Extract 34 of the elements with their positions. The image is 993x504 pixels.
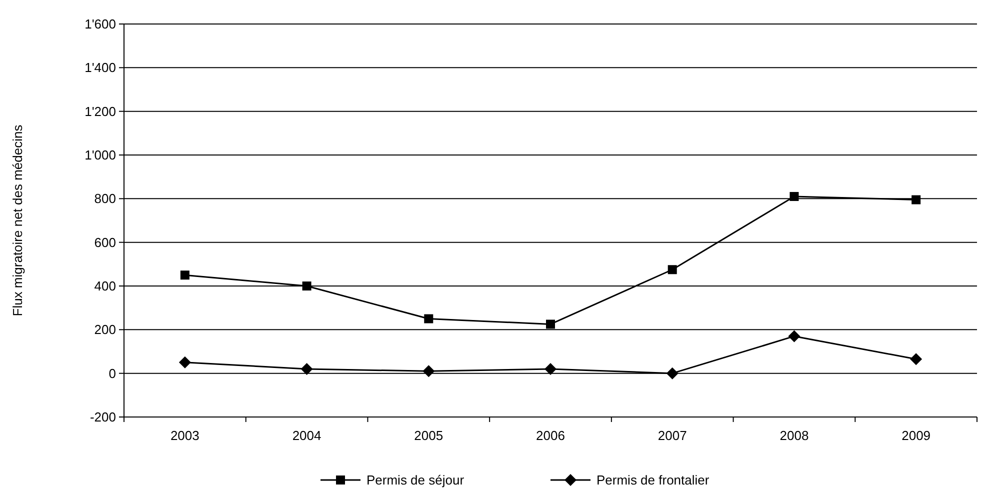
point [788,330,800,342]
x-tick-label: 2007 [658,428,687,443]
y-tick-label: 0 [108,366,116,381]
y-tick-label: -200 [90,410,116,425]
point [546,320,555,329]
y-tick-label: 600 [94,234,116,250]
x-tick-label: 2009 [902,428,931,443]
legend-label: Permis de séjour [366,472,465,488]
point [178,356,191,368]
y-axis-title: Flux migratoire net des médecins [10,124,25,316]
y-tick-label: 1'000 [84,148,116,163]
y-tick-label: 400 [94,278,116,294]
y-tick-label: 1'600 [84,16,116,32]
point [544,362,556,375]
point [180,270,190,280]
point [912,195,921,204]
point [424,314,434,324]
y-tick-label: 1'400 [84,60,116,76]
x-tick-label: 2004 [292,428,322,443]
legend-label: Permis de frontalier [596,472,710,488]
point [422,365,435,378]
point [910,353,922,366]
y-tick-label: 1'200 [84,104,116,119]
x-tick-label: 2003 [170,428,200,443]
x-tick-label: 2008 [780,428,809,443]
y-tick-label: 200 [94,322,116,338]
y-tick-label: 800 [94,191,116,206]
point [666,367,678,380]
point [302,282,312,290]
point [668,265,677,274]
point [790,192,799,201]
point [300,362,313,375]
x-tick-label: 2006 [536,428,565,443]
x-tick-label: 2005 [414,428,444,443]
